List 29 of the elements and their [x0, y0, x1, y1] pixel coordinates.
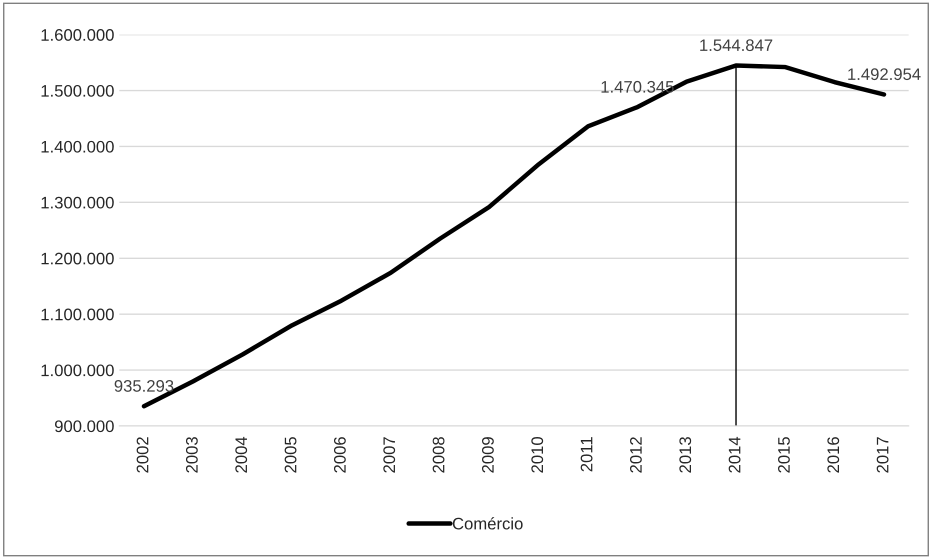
- x-tick-label: 2004: [235, 436, 248, 473]
- data-label: 1.470.345: [602, 80, 674, 93]
- y-tick-label: 900.000: [54, 420, 114, 432]
- x-tick-label: 2014: [728, 436, 740, 473]
- y-tick-label: 1.500.000: [42, 84, 114, 97]
- legend-label: Comércio: [452, 517, 523, 530]
- x-tick-label: 2007: [383, 437, 396, 473]
- x-tick-label: 2002: [136, 437, 148, 473]
- x-tick-label: 2017: [876, 437, 889, 473]
- data-label: 1.544.847: [700, 39, 772, 52]
- x-tick-label: 2006: [334, 437, 346, 473]
- x-tick-label: 2011: [580, 437, 592, 472]
- x-tick-label: 2005: [284, 437, 296, 473]
- data-label: 1.492.954: [848, 68, 921, 80]
- x-tick-label: 2010: [531, 437, 544, 473]
- x-tick-label: 2015: [778, 437, 790, 473]
- y-tick-label: 1.400.000: [42, 140, 114, 153]
- x-tick-label: 2003: [186, 437, 198, 473]
- x-tick-label: 2016: [827, 437, 840, 473]
- data-label: 935.293: [114, 380, 174, 392]
- y-tick-label: 1.200.000: [42, 252, 114, 264]
- y-tick-label: 1.100.000: [42, 308, 114, 320]
- x-tick-label: 2013: [679, 437, 692, 473]
- y-tick-label: 1.300.000: [42, 196, 114, 209]
- x-tick-label: 2009: [482, 437, 494, 473]
- y-tick-label: 1.600.000: [42, 29, 114, 41]
- x-tick-label: 2008: [432, 437, 444, 473]
- y-tick-label: 1.000.000: [42, 364, 114, 376]
- x-tick-label: 2012: [630, 437, 642, 473]
